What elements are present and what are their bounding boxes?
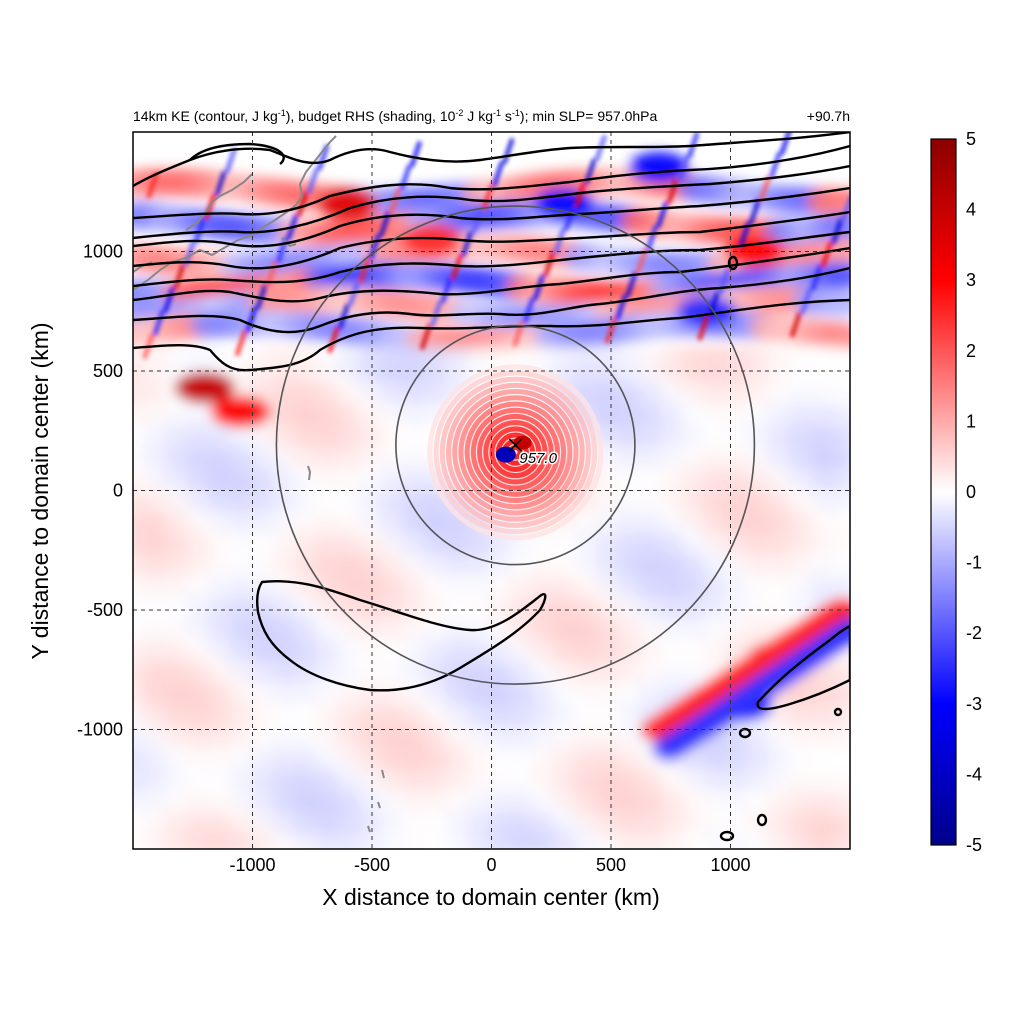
storm-center-label: 957.0 <box>519 450 557 467</box>
x-tick-label: -1000 <box>229 855 275 875</box>
y-tick-label: 500 <box>93 361 123 381</box>
colorbar-tick-label: -2 <box>966 623 982 643</box>
x-axis-title: X distance to domain center (km) <box>322 884 659 910</box>
y-tick-label: -500 <box>87 600 123 620</box>
y-tick-label: 1000 <box>83 242 123 262</box>
colorbar-tick-label: 5 <box>966 129 976 149</box>
x-tick-label: -500 <box>354 855 390 875</box>
y-tick-labels: -1000 -500 0 500 1000 <box>77 242 123 740</box>
colorbar-tick-label: -4 <box>966 764 982 784</box>
chart-title: 14km KE (contour, J kg-1), budget RHS (s… <box>133 108 657 124</box>
x-tick-label: 0 <box>486 855 496 875</box>
colorbar-tick-label: 2 <box>966 341 976 361</box>
colorbar-tick-label: -1 <box>966 553 982 573</box>
x-tick-label: 1000 <box>710 855 750 875</box>
y-axis-title: Y distance to domain center (km) <box>27 322 53 659</box>
colorbar-tick-label: -5 <box>966 835 982 855</box>
colorbar-tick-label: 3 <box>966 270 976 290</box>
colorbar: 5 4 3 2 1 0 -1 -2 -3 -4 -5 <box>931 129 982 855</box>
colorbar-gradient <box>931 139 956 845</box>
y-tick-label: 0 <box>113 481 123 501</box>
colorbar-tick-label: 1 <box>966 411 976 431</box>
x-tick-label: 500 <box>596 855 626 875</box>
colorbar-tick-label: -3 <box>966 694 982 714</box>
rhs-shading <box>118 152 868 857</box>
plot-area: 957.0 <box>118 131 868 857</box>
chart-figure: 14km KE (contour, J kg-1), budget RHS (s… <box>0 0 1024 1024</box>
y-tick-label: -1000 <box>77 720 123 740</box>
x-tick-labels: -1000 -500 0 500 1000 <box>229 855 750 875</box>
colorbar-tick-label: 0 <box>966 482 976 502</box>
time-label: +90.7h <box>807 108 850 124</box>
colorbar-tick-label: 4 <box>966 200 976 220</box>
colorbar-tick-labels: 5 4 3 2 1 0 -1 -2 -3 -4 -5 <box>966 129 982 855</box>
